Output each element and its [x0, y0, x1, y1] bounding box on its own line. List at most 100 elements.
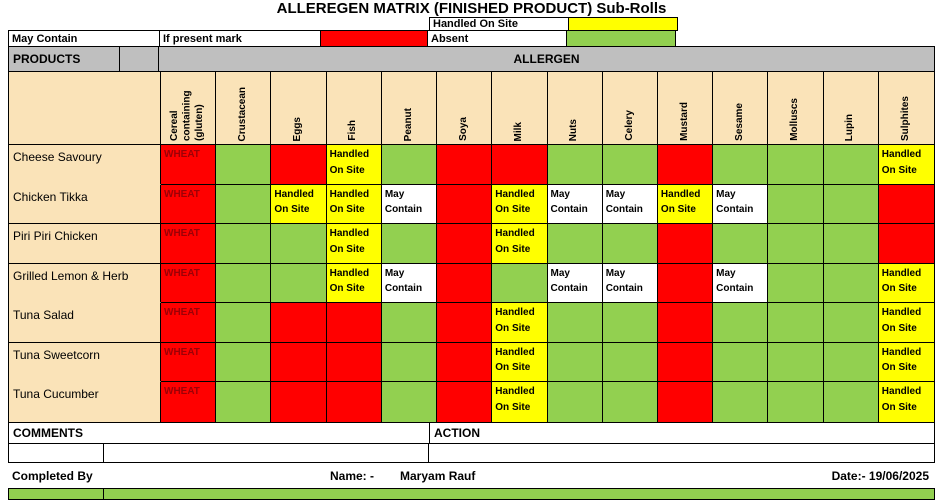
matrix-cell-green: [713, 382, 769, 422]
product-name: Tuna Salad: [9, 303, 161, 343]
allergen-label: Nuts: [568, 118, 580, 141]
cell-label: WHEAT: [164, 346, 200, 358]
matrix-cell-green: [547, 224, 603, 264]
allergen-column-header: Molluscs: [768, 72, 824, 145]
matrix-cell-handled: Handled On Site: [492, 303, 548, 343]
allergen-label: Milk: [513, 121, 525, 141]
matrix-cell-handled: Handled On Site: [492, 224, 548, 264]
cell-label: May Contain: [716, 188, 754, 216]
matrix-cell-green: [823, 382, 879, 422]
green-bar-cell-2: [103, 487, 935, 500]
cell-label: May Contain: [550, 267, 588, 295]
legend-row-keys: May Contain If present mark Absent: [8, 30, 935, 47]
matrix-cell-red: [437, 184, 493, 224]
matrix-cell-handled: Handled On Site: [878, 263, 934, 303]
cell-label: Handled On Site: [329, 228, 370, 255]
matrix-cell-green: [216, 342, 272, 382]
allergen-label: Celery: [623, 110, 635, 141]
allergen-label: Sulphites: [900, 95, 912, 141]
matrix-cell-green: [216, 303, 272, 343]
matrix-cell-red: [437, 224, 493, 264]
matrix-cell-red: [878, 184, 934, 224]
allergen-column-header: Sesame: [713, 72, 769, 145]
allergen-label: Cereal containing (gluten): [169, 90, 206, 141]
matrix-cell-green: [547, 145, 603, 185]
matrix-cell-green: [492, 263, 548, 303]
matrix-cell-green: [271, 263, 327, 303]
name-value: Maryam Rauf: [400, 468, 476, 483]
matrix-cell-red: [878, 224, 934, 264]
comments-action-empty-row: [8, 442, 935, 463]
legend-absent-label: Absent: [427, 30, 567, 47]
matrix-cell-may: May Contain: [547, 184, 603, 224]
cell-label: WHEAT: [164, 386, 200, 397]
product-name: Piri Piri Chicken: [9, 224, 161, 264]
matrix-cell-green: [768, 342, 824, 382]
matrix-cell-red: [437, 145, 493, 185]
matrix-cell-red: [271, 145, 327, 185]
matrix-cell-handled: Handled On Site: [326, 184, 382, 224]
matrix-cell-wheat: WHEAT: [161, 303, 217, 343]
matrix-cell-green: [216, 382, 272, 422]
action-empty-cell: [428, 442, 935, 463]
legend-row-handled: Handled On Site: [8, 17, 935, 31]
matrix-cell-green: [602, 342, 658, 382]
matrix-cell-red: [437, 382, 493, 422]
allergen-column-header: Fish: [326, 72, 382, 145]
matrix-cell-green: [768, 263, 824, 303]
cell-label: May Contain: [384, 188, 423, 216]
matrix-cell-green: [713, 342, 769, 382]
legend-red-swatch: [320, 30, 428, 47]
cell-label: WHEAT: [164, 267, 200, 279]
matrix-cell-green: [216, 145, 272, 185]
action-label: ACTION: [429, 421, 935, 444]
matrix-cell-green: [823, 145, 879, 185]
allergen-label: Lupin: [844, 113, 856, 141]
cell-label: Handled On Site: [329, 267, 370, 295]
cell-label: Handled On Site: [495, 188, 535, 216]
matrix-cell-handled: Handled On Site: [271, 184, 327, 224]
matrix-cell-may: May Contain: [381, 184, 438, 224]
matrix-cell-wheat: WHEAT: [161, 263, 217, 303]
allergen-matrix-table: Cereal containing (gluten) Crustacean Eggs…: [8, 72, 935, 423]
matrix-cell-green: [381, 224, 438, 264]
name-label: Name: -: [330, 468, 375, 483]
cell-label: May Contain: [716, 267, 754, 295]
allergen-label: Soya: [457, 117, 469, 141]
matrix-cell-green: [216, 184, 272, 224]
cell-label: Handled On Site: [329, 149, 370, 176]
cell-label: Handled On Site: [881, 267, 922, 295]
comments-empty-cell-2: [103, 442, 429, 463]
matrix-cell-handled: Handled On Site: [878, 145, 934, 185]
matrix-cell-wheat: WHEAT: [161, 224, 217, 264]
matrix-cell-green: [823, 184, 879, 224]
legend-may-contain-label: May Contain: [8, 30, 160, 47]
matrix-cell-green: [768, 303, 824, 343]
matrix-cell-handled: Handled On Site: [657, 184, 714, 224]
cell-label: WHEAT: [164, 149, 200, 160]
matrix-cell-green: [768, 382, 824, 422]
products-header-spacer: [119, 46, 159, 72]
matrix-cell-handled: Handled On Site: [878, 342, 934, 382]
cell-label: Handled On Site: [881, 307, 922, 334]
matrix-cell-wheat: WHEAT: [161, 342, 217, 382]
matrix-cell-green: [713, 303, 769, 343]
matrix-cell-red: [492, 145, 548, 185]
matrix-cell-red: [437, 263, 493, 303]
matrix-cell-red: [326, 303, 382, 343]
page-title: ALLEREGEN MATRIX (FINISHED PRODUCT) Sub-…: [276, 0, 667, 17]
table-header-row: PRODUCTS ALLERGEN: [8, 46, 935, 72]
comments-action-row: COMMENTS ACTION: [8, 421, 935, 444]
matrix-cell-handled: Handled On Site: [492, 382, 548, 422]
matrix-cell-green: [823, 224, 879, 264]
cell-label: May Contain: [605, 188, 643, 216]
matrix-cell-green: [823, 303, 879, 343]
matrix-cell-green: [547, 342, 603, 382]
legend-spacer: [8, 17, 430, 31]
product-name: Chicken Tikka: [9, 184, 161, 224]
product-name: Tuna Sweetcorn: [9, 342, 161, 382]
matrix-cell-handled: Handled On Site: [492, 342, 548, 382]
allergen-column-header: Crustacean: [216, 72, 272, 145]
cell-label: WHEAT: [164, 228, 200, 239]
allergen-label: Eggs: [292, 116, 304, 141]
